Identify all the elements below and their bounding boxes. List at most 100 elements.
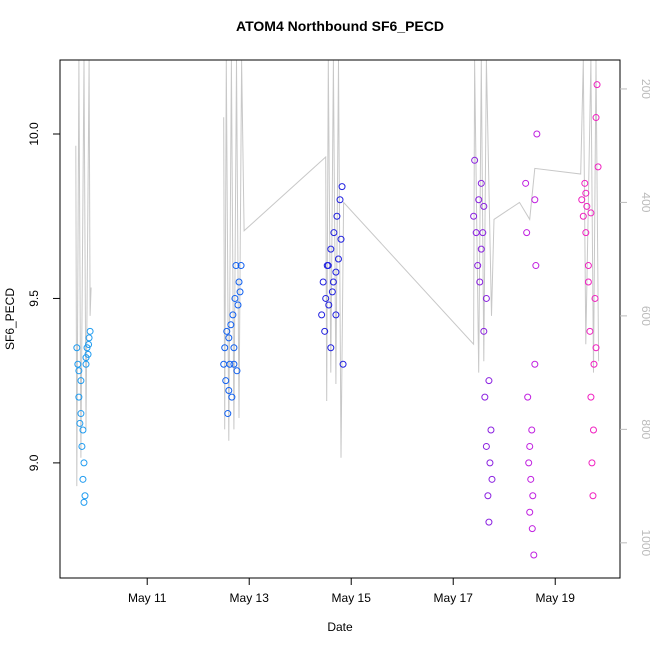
data-point bbox=[589, 492, 597, 500]
data-point bbox=[330, 229, 338, 237]
y2-tick-label: 200 bbox=[639, 79, 650, 99]
data-point bbox=[319, 278, 327, 286]
data-point bbox=[73, 344, 81, 352]
data-point bbox=[229, 311, 237, 319]
data-point bbox=[582, 189, 590, 197]
data-point bbox=[234, 301, 242, 309]
data-point bbox=[318, 311, 326, 319]
y-tick-label: 9.0 bbox=[27, 454, 41, 471]
data-point bbox=[228, 393, 236, 401]
data-point bbox=[327, 344, 335, 352]
data-point bbox=[592, 344, 600, 352]
y-tick-label: 10.0 bbox=[27, 122, 41, 146]
y-axis-title: SF6_PECD bbox=[3, 288, 17, 350]
y2-tick-label: 600 bbox=[639, 306, 650, 326]
data-point bbox=[75, 393, 83, 401]
data-point bbox=[480, 202, 488, 210]
data-point bbox=[226, 360, 234, 368]
data-point bbox=[480, 327, 488, 335]
data-point bbox=[328, 288, 336, 296]
data-point bbox=[334, 255, 342, 263]
data-point bbox=[484, 492, 492, 500]
x-tick-label: May 19 bbox=[536, 591, 576, 605]
data-point bbox=[85, 334, 93, 342]
data-point bbox=[225, 334, 233, 342]
y2-tick-label: 400 bbox=[639, 192, 650, 212]
data-point bbox=[235, 278, 243, 286]
data-point bbox=[582, 229, 590, 237]
data-point bbox=[225, 387, 233, 395]
data-point bbox=[80, 498, 88, 506]
data-point bbox=[77, 410, 85, 418]
data-point bbox=[485, 518, 493, 526]
x-tick-label: May 15 bbox=[332, 591, 372, 605]
data-point bbox=[591, 294, 599, 302]
data-point bbox=[339, 360, 347, 368]
data-point bbox=[231, 294, 239, 302]
data-point bbox=[332, 268, 340, 276]
data-point bbox=[472, 229, 480, 237]
data-point bbox=[85, 340, 93, 348]
data-point bbox=[522, 179, 530, 187]
data-point bbox=[82, 360, 90, 368]
data-point bbox=[593, 81, 601, 89]
pressure-line bbox=[75, 60, 600, 487]
data-point bbox=[336, 196, 344, 204]
data-point bbox=[471, 156, 479, 164]
data-point bbox=[333, 212, 341, 220]
data-point bbox=[531, 360, 539, 368]
data-point bbox=[222, 377, 230, 385]
x-tick-label: May 11 bbox=[128, 591, 167, 605]
data-point bbox=[588, 459, 596, 467]
data-point bbox=[477, 179, 485, 187]
data-point bbox=[81, 492, 89, 500]
data-point bbox=[86, 327, 94, 335]
data-point bbox=[485, 377, 493, 385]
data-point bbox=[327, 245, 335, 253]
data-point bbox=[581, 179, 589, 187]
data-point bbox=[594, 163, 602, 171]
data-point bbox=[74, 360, 82, 368]
data-point bbox=[528, 426, 536, 434]
data-point bbox=[488, 475, 496, 483]
data-point bbox=[524, 393, 532, 401]
data-point bbox=[227, 321, 235, 329]
y2-tick-label: 1000 bbox=[639, 529, 650, 556]
data-point bbox=[584, 262, 592, 270]
data-point bbox=[76, 419, 84, 427]
data-point bbox=[592, 114, 600, 122]
data-point bbox=[475, 196, 483, 204]
data-point bbox=[479, 229, 487, 237]
data-point bbox=[83, 344, 91, 352]
data-point bbox=[487, 426, 495, 434]
data-point bbox=[470, 212, 478, 220]
data-point bbox=[79, 475, 87, 483]
data-point bbox=[337, 235, 345, 243]
data-point bbox=[221, 344, 229, 352]
data-point bbox=[482, 442, 490, 450]
data-point bbox=[82, 354, 90, 362]
data-point bbox=[322, 294, 330, 302]
data-point bbox=[325, 301, 333, 309]
data-point bbox=[528, 525, 536, 533]
data-point bbox=[583, 202, 591, 210]
data-point bbox=[232, 262, 240, 270]
data-point bbox=[587, 393, 595, 401]
data-point bbox=[486, 459, 494, 467]
data-point bbox=[481, 393, 489, 401]
data-point bbox=[532, 262, 540, 270]
data-point bbox=[477, 245, 485, 253]
data-point bbox=[526, 508, 534, 516]
x-tick-label: May 13 bbox=[230, 591, 270, 605]
data-point bbox=[525, 459, 533, 467]
data-point bbox=[80, 459, 88, 467]
data-point bbox=[579, 212, 587, 220]
data-point bbox=[476, 278, 484, 286]
data-point bbox=[332, 311, 340, 319]
data-point bbox=[586, 327, 594, 335]
data-point bbox=[237, 262, 245, 270]
data-point bbox=[230, 344, 238, 352]
data-point bbox=[224, 410, 232, 418]
data-point bbox=[321, 327, 329, 335]
